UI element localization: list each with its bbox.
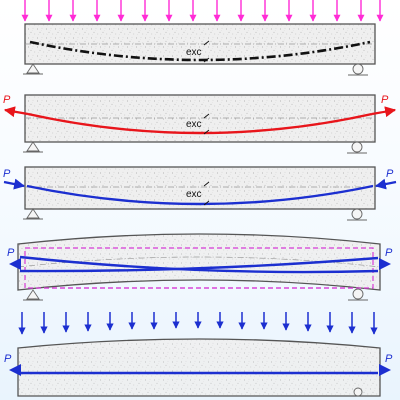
panel-loaded-balanced: P P bbox=[4, 312, 393, 397]
pin-support-left bbox=[23, 141, 43, 153]
force-label-right: P bbox=[385, 247, 393, 259]
eccentricity-mark bbox=[203, 40, 210, 63]
panel-tendon-tension: P P exc bbox=[3, 94, 397, 154]
eccentricity-mark bbox=[203, 113, 210, 135]
force-label-left: P bbox=[3, 94, 11, 106]
roller-support-right bbox=[347, 208, 367, 221]
pin-support-left bbox=[23, 289, 43, 301]
force-label-right: P bbox=[385, 353, 393, 365]
force-label-right: P bbox=[386, 168, 394, 180]
anchor-left bbox=[9, 258, 21, 270]
undeformed-outline-overlay bbox=[24, 247, 374, 289]
anchor-right bbox=[379, 258, 391, 270]
tension-arrow-right bbox=[371, 106, 397, 118]
panel-applied-load: exc bbox=[21, 0, 384, 76]
eccentricity-label: exc bbox=[186, 47, 202, 58]
prestress-arrow-left bbox=[3, 178, 26, 190]
tendon-profile-mirror bbox=[19, 255, 379, 274]
force-label-left: P bbox=[4, 353, 12, 365]
tension-arrow-left bbox=[3, 106, 29, 118]
tendon-profile bbox=[27, 112, 373, 135]
force-label-right: P bbox=[381, 94, 389, 106]
force-label-left: P bbox=[7, 247, 15, 259]
roller-support-right bbox=[353, 387, 363, 397]
panel-prestress-force: P P exc bbox=[3, 166, 397, 221]
load-arrows bbox=[21, 0, 384, 22]
pin-support-left bbox=[23, 208, 43, 220]
eccentricity-label: exc bbox=[186, 189, 202, 200]
roller-support-right bbox=[347, 141, 367, 154]
concrete-beam bbox=[24, 166, 376, 210]
pin-support-left bbox=[23, 63, 43, 75]
loaded-beam bbox=[17, 338, 381, 397]
prestress-arrow-right bbox=[374, 178, 397, 190]
force-label-left: P bbox=[3, 168, 11, 180]
tendon-profile bbox=[26, 184, 374, 206]
tendon-profile bbox=[19, 256, 379, 273]
eccentricity-label: exc bbox=[186, 119, 202, 130]
anchor-left bbox=[9, 364, 21, 376]
anchor-right bbox=[379, 364, 391, 376]
roller-support-right bbox=[348, 288, 368, 301]
roller-support-right bbox=[348, 63, 368, 76]
load-arrows bbox=[18, 312, 378, 335]
panel-camber: P P bbox=[7, 233, 393, 301]
tendon-profile bbox=[29, 40, 371, 62]
eccentricity-mark bbox=[203, 181, 210, 206]
